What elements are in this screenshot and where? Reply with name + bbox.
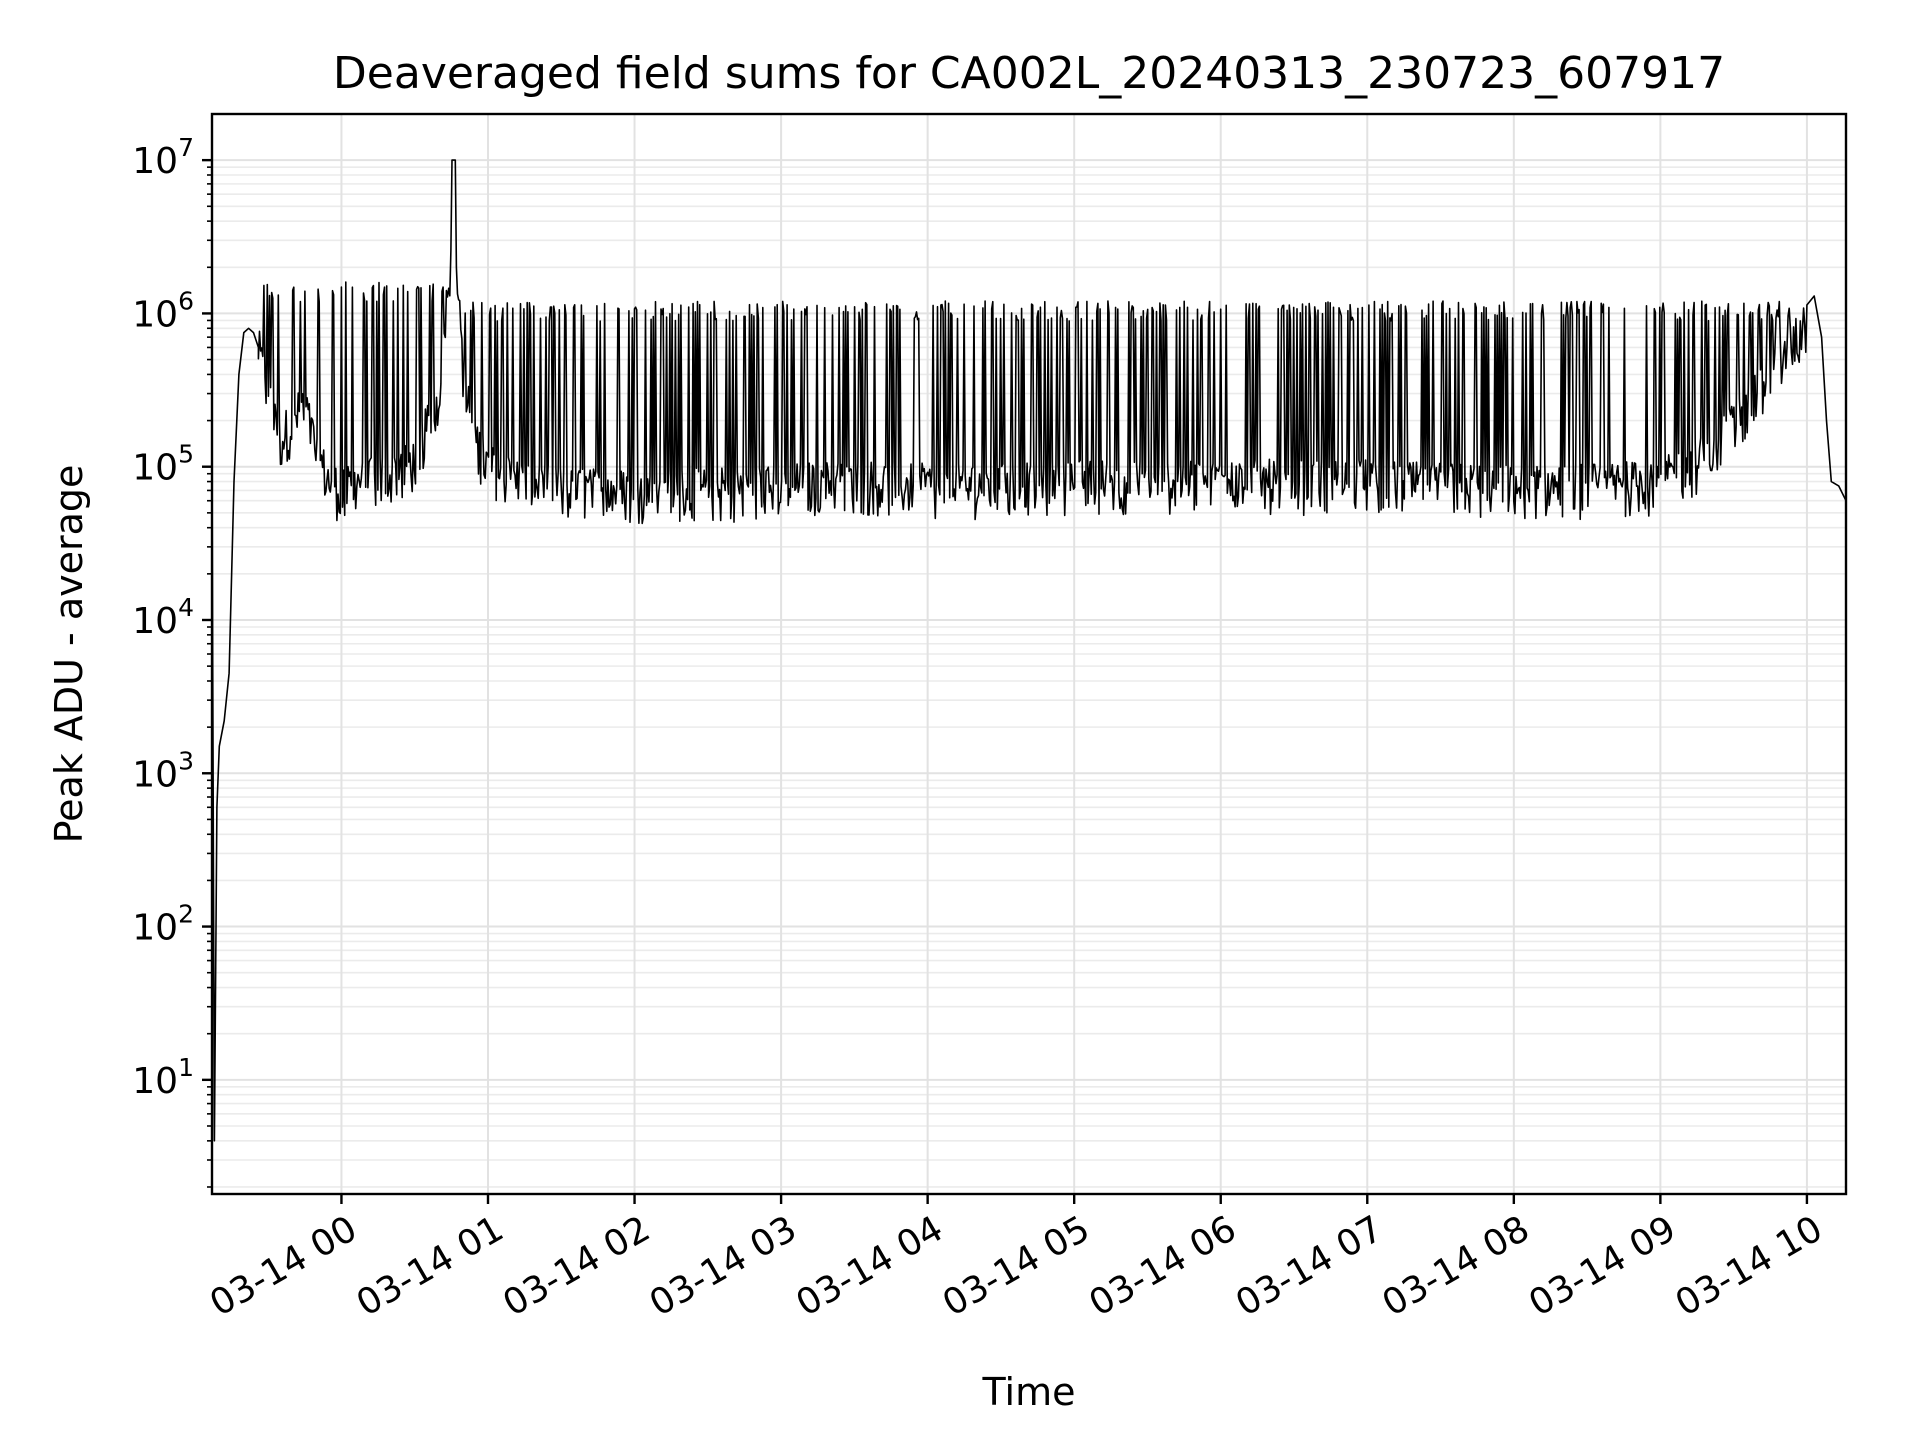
y-tick-label: 106 [132, 286, 194, 335]
series-layer [211, 159, 1847, 1142]
chart-title: Deaveraged field sums for CA002L_2024031… [333, 48, 1725, 99]
y-tick-label: 103 [132, 746, 194, 795]
y-tick-label: 101 [132, 1053, 194, 1102]
series-line [211, 159, 1847, 1142]
x-axis-label: Time [982, 1370, 1076, 1414]
y-tick-label: 102 [132, 900, 194, 949]
y-tick-label: 107 [132, 133, 194, 182]
y-axis-label: Peak ADU - average [47, 465, 91, 844]
y-tick-label: 105 [132, 440, 194, 489]
y-tick-label: 104 [132, 593, 194, 642]
